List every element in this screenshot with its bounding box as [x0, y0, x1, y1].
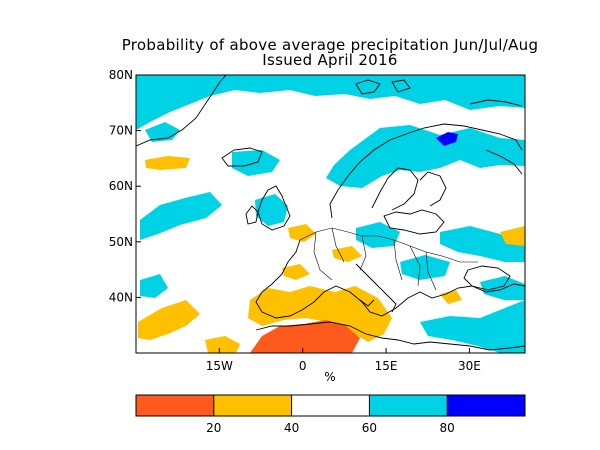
coastline-greenland [136, 75, 227, 147]
orange-region-iberia-med [248, 286, 392, 342]
colorbar-unit-label: % [324, 370, 335, 384]
map-subtitle: Issued April 2016 [262, 51, 398, 69]
colorbar-bin [369, 395, 448, 416]
orange-region-atlantic-south [138, 300, 200, 340]
cyan-region-arctic [136, 75, 525, 130]
orange-region-north-africa-west [205, 336, 240, 353]
lat-tick-label: 60N [109, 179, 133, 193]
above-normal-regions [136, 75, 525, 353]
lat-tick-label: 40N [109, 290, 133, 304]
lat-tick-label: 50N [109, 235, 133, 249]
colorbar-tick-label: 20 [206, 421, 221, 435]
cyan-region-black-sea [480, 276, 525, 300]
map-title: Probability of above average precipitati… [121, 36, 539, 54]
cyan-region-central-europe [356, 222, 400, 248]
cyan-region-azores [140, 274, 168, 298]
strong-below-normal-regions [250, 320, 360, 353]
cyan-region-east-med [420, 300, 525, 353]
coastline-svalbard [355, 79, 411, 95]
coastline-baltic [383, 209, 445, 235]
coastline-black-sea [463, 265, 511, 291]
colorbar [135, 394, 526, 417]
colorbar-frame [135, 394, 526, 417]
colorbar-bin [291, 395, 370, 416]
lat-tick-label: 70N [109, 124, 133, 138]
orange-region-alps [332, 246, 362, 262]
strong-above-normal-regions [436, 132, 458, 146]
coastline-iceland [221, 147, 263, 167]
colorbar-tick-label: 60 [362, 421, 377, 435]
borders-central-europe [299, 227, 478, 291]
colorbar-bin [213, 395, 292, 416]
cyan-region-balkans [400, 255, 450, 280]
cyan-region-mid-atlantic [140, 192, 222, 240]
orange-region-east [500, 226, 525, 246]
orange-region-biscay [282, 264, 310, 280]
coastline-italy [355, 263, 397, 313]
coastline-russia-north [469, 99, 523, 175]
coastline-british-isles [245, 185, 291, 231]
red-region-north-africa [250, 320, 360, 353]
latitude-axis: 40N 50N 60N 70N 80N [109, 68, 141, 304]
coastline-north-africa [255, 321, 525, 351]
colorbar-tick-label: 40 [284, 421, 299, 435]
map-plot-area [136, 75, 525, 353]
lat-tick-label: 80N [109, 68, 133, 82]
orange-region-atlantic-band [145, 156, 190, 170]
coastlines [136, 75, 525, 351]
lon-tick-label: 15E [375, 359, 398, 373]
cyan-region-scandinavia [326, 125, 525, 188]
coastline-europe-west [255, 239, 525, 319]
lon-tick-label: 30E [458, 359, 481, 373]
below-normal-regions [138, 156, 525, 353]
lon-tick-label: 0 [299, 359, 307, 373]
coastline-scandinavia [329, 123, 523, 219]
lon-tick-label: 15W [206, 359, 233, 373]
orange-region-aegean [440, 290, 462, 304]
orange-region-france [288, 224, 316, 242]
colorbar-bin [136, 395, 214, 416]
colorbar-tick-label: 80 [440, 421, 455, 435]
cyan-region-british-isles [255, 194, 288, 226]
colorbar-tick-labels: 20 40 60 80 [206, 421, 455, 435]
longitude-axis: 15W 0 15E 30E [206, 348, 481, 373]
blue-region-lapland [436, 132, 458, 146]
cyan-region-greenland-sea [145, 122, 180, 142]
colorbar-bin [447, 395, 525, 416]
map-frame [135, 74, 526, 354]
